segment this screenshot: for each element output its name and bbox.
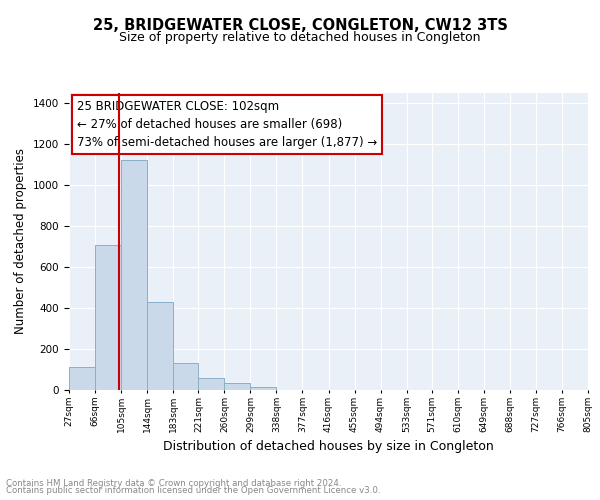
Bar — [250, 386, 277, 390]
Text: Contains HM Land Registry data © Crown copyright and database right 2024.: Contains HM Land Registry data © Crown c… — [6, 478, 341, 488]
Text: Size of property relative to detached houses in Congleton: Size of property relative to detached ho… — [119, 31, 481, 44]
Text: 25 BRIDGEWATER CLOSE: 102sqm
← 27% of detached houses are smaller (698)
73% of s: 25 BRIDGEWATER CLOSE: 102sqm ← 27% of de… — [77, 100, 377, 149]
Bar — [199, 378, 224, 390]
X-axis label: Distribution of detached houses by size in Congleton: Distribution of detached houses by size … — [163, 440, 494, 454]
Bar — [69, 368, 95, 390]
Text: Contains public sector information licensed under the Open Government Licence v3: Contains public sector information licen… — [6, 486, 380, 495]
Text: 25, BRIDGEWATER CLOSE, CONGLETON, CW12 3TS: 25, BRIDGEWATER CLOSE, CONGLETON, CW12 3… — [92, 18, 508, 32]
Bar — [121, 160, 147, 390]
Bar — [173, 364, 199, 390]
Bar — [95, 246, 121, 390]
Bar — [224, 384, 250, 390]
Y-axis label: Number of detached properties: Number of detached properties — [14, 148, 28, 334]
Bar — [147, 302, 173, 390]
